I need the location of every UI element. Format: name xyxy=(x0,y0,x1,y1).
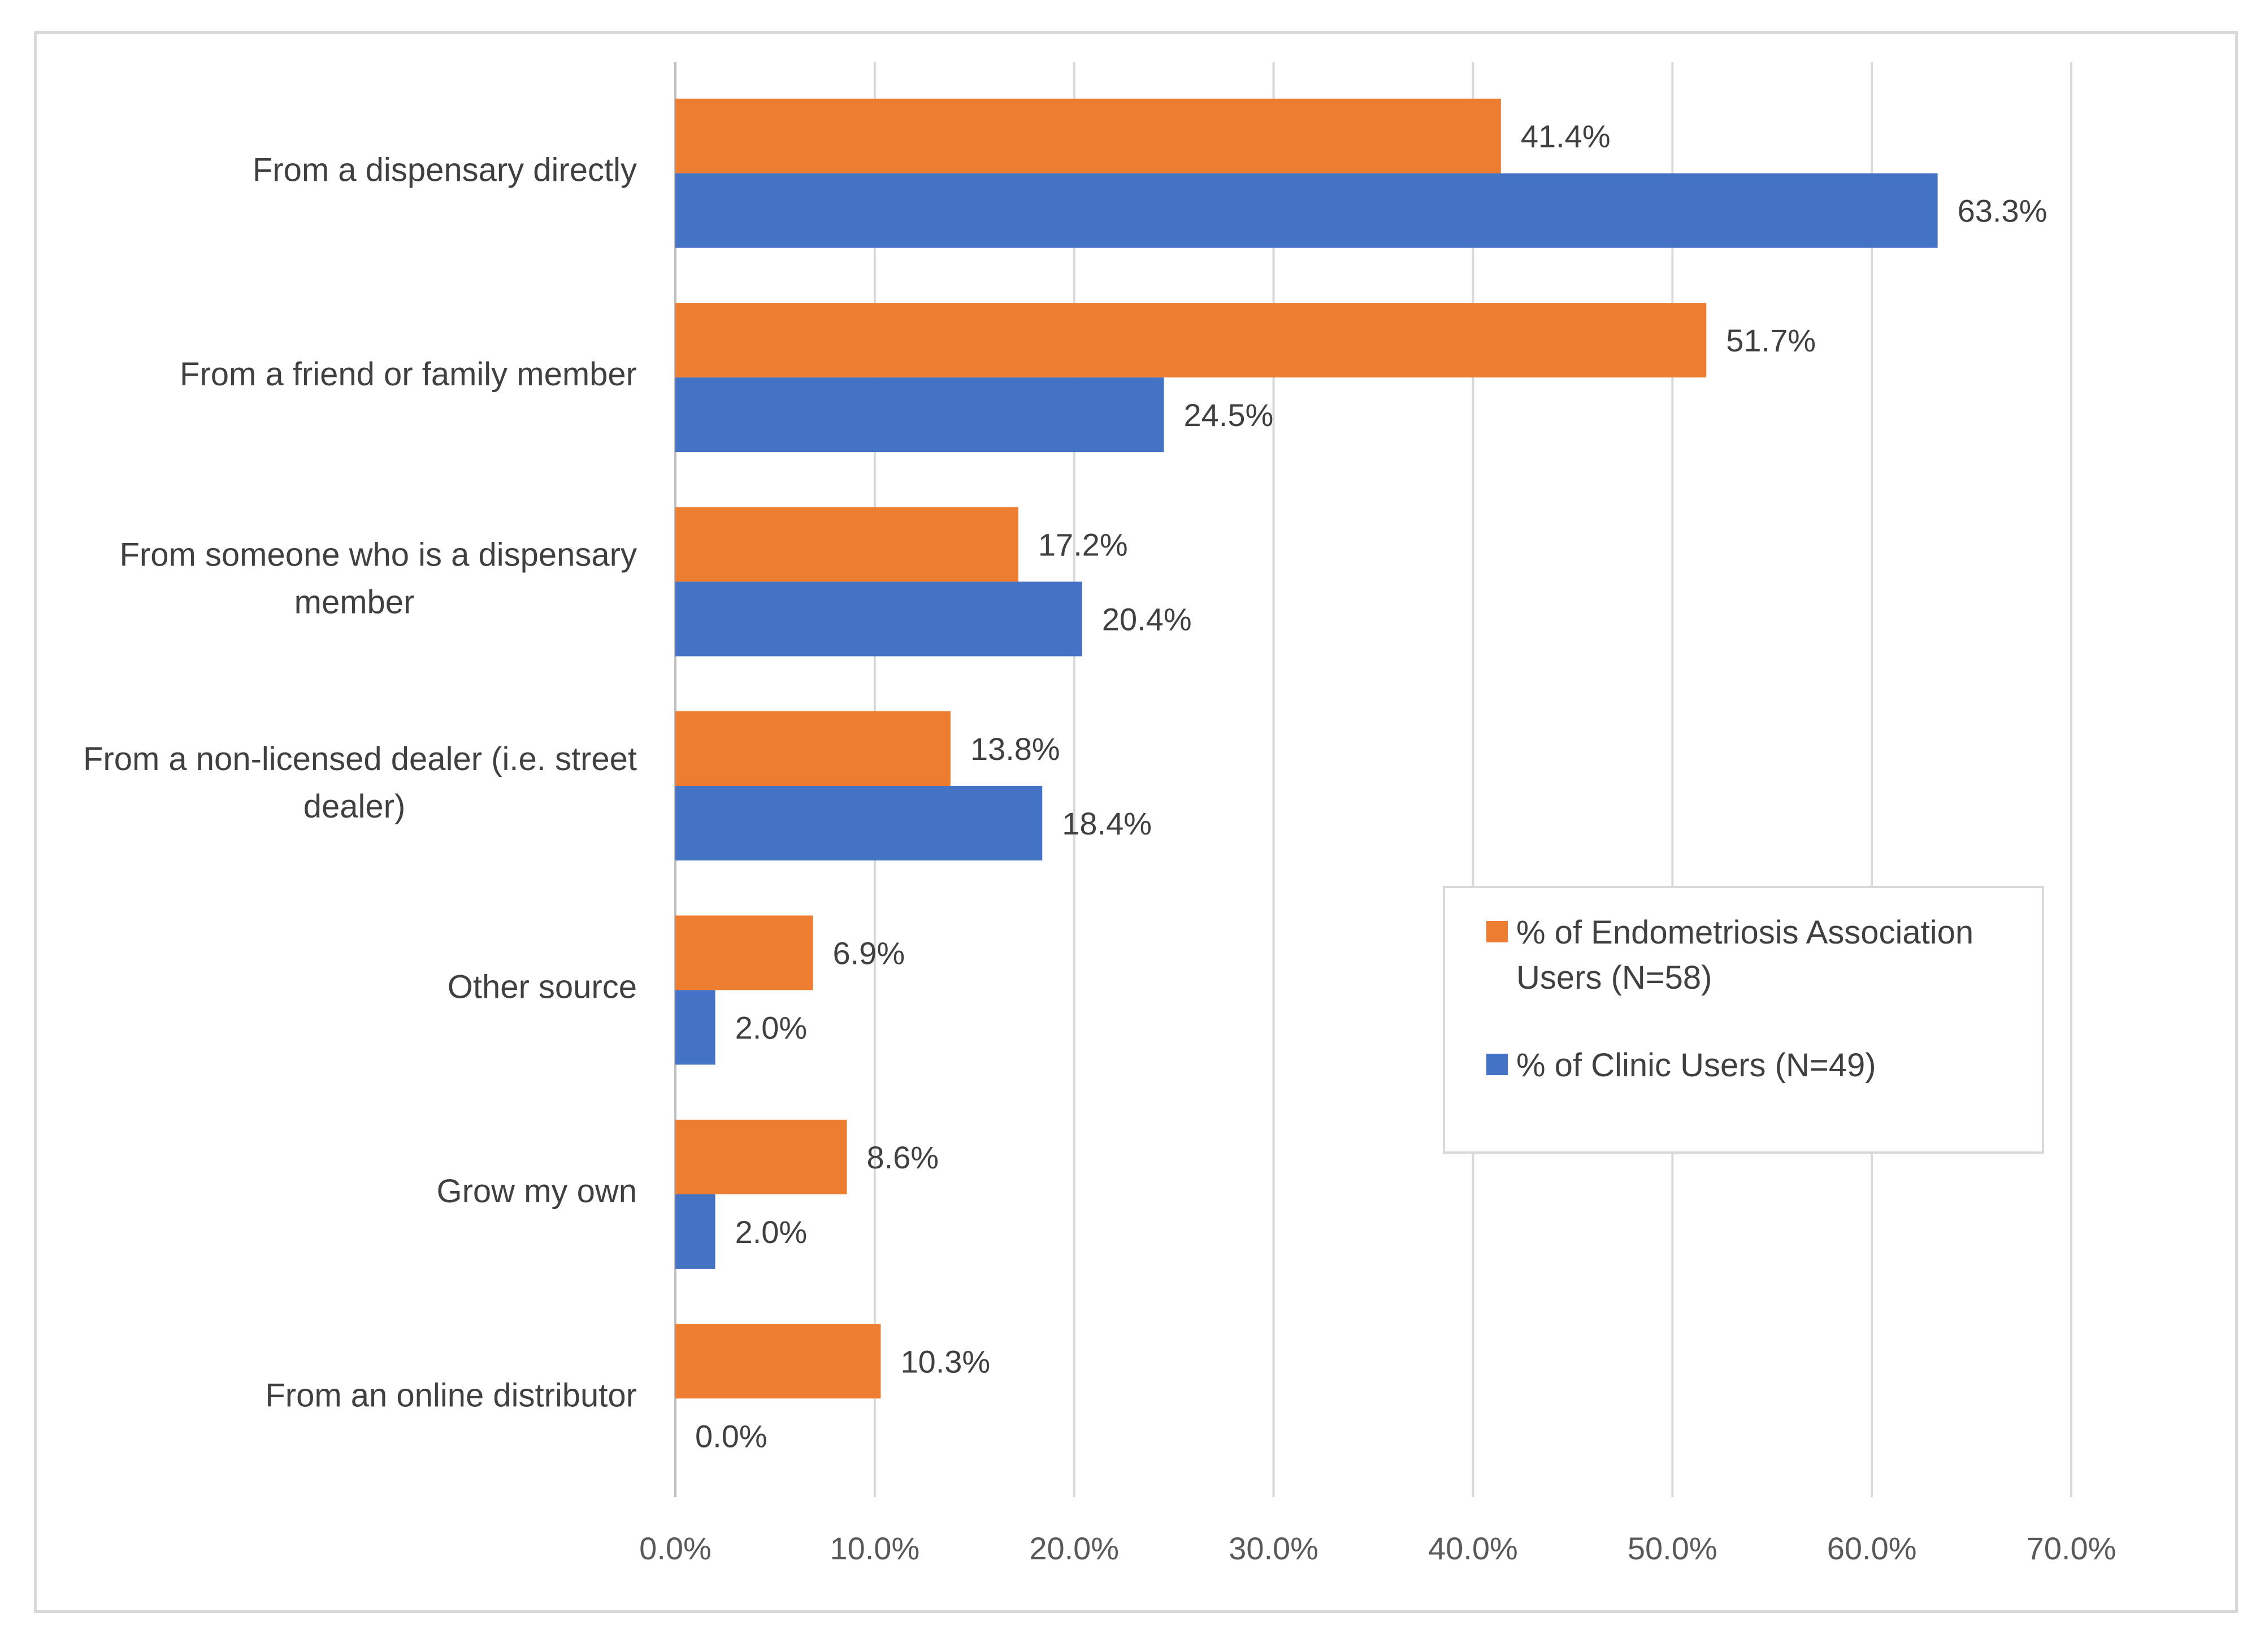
legend-swatch-1 xyxy=(1486,1054,1508,1075)
data-label-series-0-cat-0: 41.4% xyxy=(1521,119,1611,154)
legend-entry-line: % of Clinic Users (N=49) xyxy=(1516,1047,1876,1084)
bar-series-0-cat-6 xyxy=(675,1324,881,1399)
legend-box xyxy=(1443,886,2044,1154)
bar-chart: 0.0% 10.0% 20.0% 30.0% 40.0% 50.0% 60.0% 70.0% F… xyxy=(83,62,2116,1566)
data-label-series-0-cat-1: 51.7% xyxy=(1726,323,1816,358)
bar-series-0-cat-1 xyxy=(675,303,1707,378)
legend-swatch-0 xyxy=(1486,921,1508,942)
legend-entry-line: % of Endometriosis Association xyxy=(1516,914,1973,951)
category-label-line: From an online distributor xyxy=(265,1377,637,1414)
bar-series-0-cat-3 xyxy=(675,711,951,786)
data-label-series-0-cat-5: 8.6% xyxy=(866,1140,939,1175)
category-label-4: Other source xyxy=(448,968,637,1005)
x-tick-label-1: 10.0% xyxy=(830,1531,919,1566)
data-label-series-1-cat-2: 20.4% xyxy=(1102,602,1192,637)
x-tick-label-2: 20.0% xyxy=(1029,1531,1119,1566)
category-label-line: From a non-licensed dealer (i.e. street xyxy=(83,741,637,777)
data-label-series-1-cat-0: 63.3% xyxy=(1958,193,2048,229)
legend-entry-1: % of Clinic Users (N=49) xyxy=(1516,1047,1876,1084)
x-tick-label-5: 50.0% xyxy=(1628,1531,1717,1566)
bar-series-0-cat-2 xyxy=(675,507,1018,582)
category-label-line: From a dispensary directly xyxy=(253,152,637,189)
data-label-series-0-cat-6: 10.3% xyxy=(900,1344,990,1379)
data-label-series-1-cat-6: 0.0% xyxy=(695,1418,767,1454)
chart-frame: 0.0% 10.0% 20.0% 30.0% 40.0% 50.0% 60.0% 70.0% F… xyxy=(34,31,2238,1613)
x-tick-label-6: 60.0% xyxy=(1827,1531,1917,1566)
data-label-series-0-cat-4: 6.9% xyxy=(832,935,905,971)
data-label-series-1-cat-3: 18.4% xyxy=(1062,806,1152,841)
data-label-series-0-cat-2: 17.2% xyxy=(1038,527,1128,563)
x-tick-label-7: 70.0% xyxy=(2027,1531,2116,1566)
category-label-1: From a friend or family member xyxy=(180,356,637,393)
x-tick-label-0: 0.0% xyxy=(639,1531,712,1566)
bar-series-0-cat-0 xyxy=(675,98,1501,173)
category-label-line: From someone who is a dispensary xyxy=(119,537,637,573)
category-label-line: From a friend or family member xyxy=(180,356,637,393)
category-label-line: member xyxy=(294,584,415,621)
data-label-series-0-cat-3: 13.8% xyxy=(970,731,1060,767)
legend-entry-line: Users (N=58) xyxy=(1516,959,1712,996)
data-label-series-1-cat-4: 2.0% xyxy=(735,1010,808,1045)
legend-entry-0: % of Endometriosis Association Users (N=5… xyxy=(1516,914,1973,996)
bar-series-0-cat-5 xyxy=(675,1119,847,1194)
data-label-series-1-cat-5: 2.0% xyxy=(735,1214,808,1250)
bar-series-1-cat-2 xyxy=(675,581,1082,657)
category-label-line: dealer) xyxy=(303,788,406,825)
category-label-6: From an online distributor xyxy=(265,1377,637,1414)
x-tick-label-3: 30.0% xyxy=(1229,1531,1318,1566)
category-label-2: From someone who is a dispensary member xyxy=(119,537,637,621)
category-label-line: Other source xyxy=(448,968,637,1005)
category-label-5: Grow my own xyxy=(436,1173,637,1210)
bar-series-0-cat-4 xyxy=(675,915,813,990)
bar-series-1-cat-0 xyxy=(675,173,1938,248)
category-label-line: Grow my own xyxy=(436,1173,637,1210)
bar-series-1-cat-5 xyxy=(675,1194,715,1269)
category-label-3: From a non-licensed dealer (i.e. street d… xyxy=(83,741,637,825)
x-tick-label-4: 40.0% xyxy=(1428,1531,1518,1566)
bar-series-1-cat-3 xyxy=(675,786,1043,860)
bar-series-1-cat-4 xyxy=(675,990,715,1065)
category-label-0: From a dispensary directly xyxy=(253,152,637,189)
bar-series-1-cat-1 xyxy=(675,377,1164,453)
data-label-series-1-cat-1: 24.5% xyxy=(1184,397,1274,433)
